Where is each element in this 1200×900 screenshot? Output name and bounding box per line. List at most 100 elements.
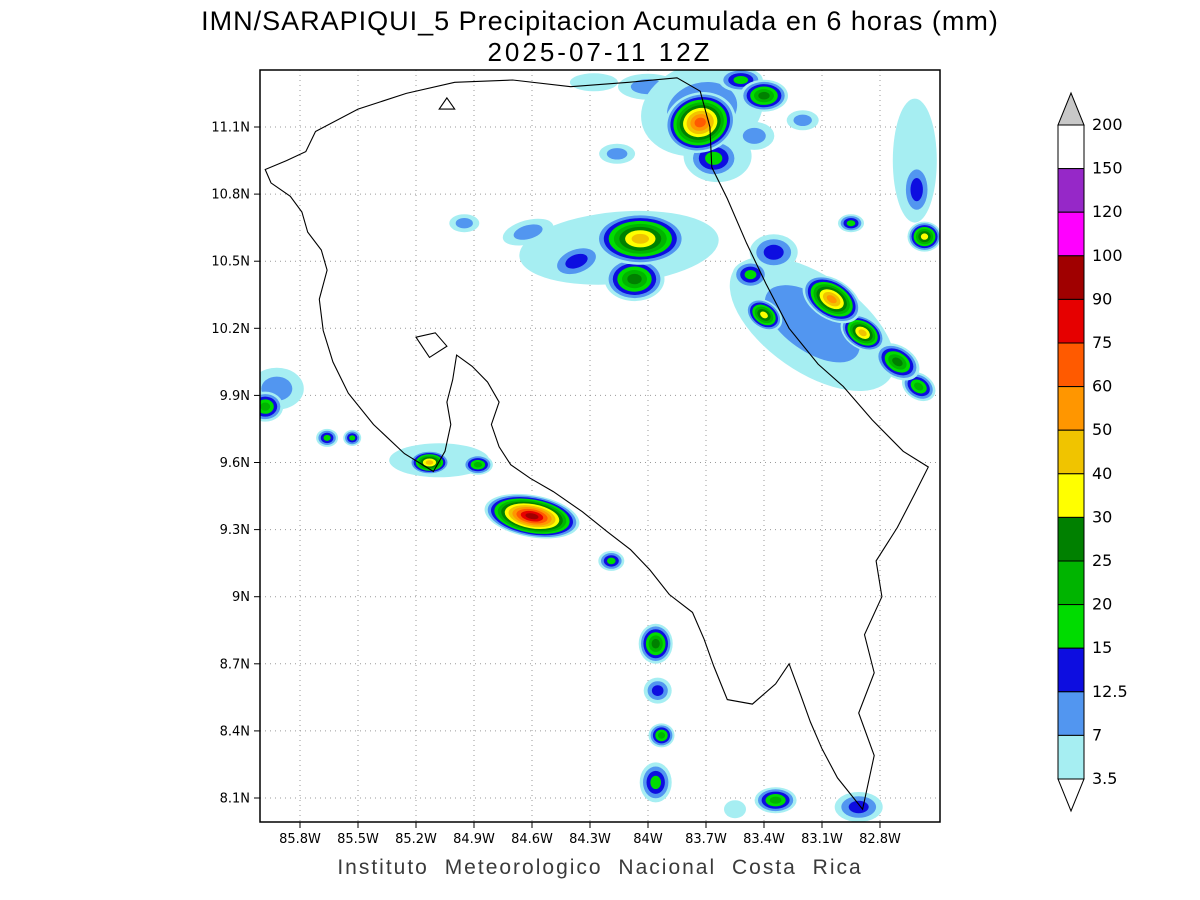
x-axis-label: 84.6W: [511, 832, 553, 847]
legend-label: 75: [1092, 333, 1112, 352]
legend-label: 40: [1092, 464, 1112, 483]
precip-contour: [651, 638, 660, 649]
scale-segment: [1057, 647, 1085, 693]
x-axis-label: 83.1W: [801, 832, 843, 847]
precip-contour: [892, 357, 903, 367]
legend-label: 25: [1092, 551, 1112, 570]
precip-contour: [763, 244, 784, 260]
precip-contour: [657, 732, 666, 739]
scale-segment: [1057, 429, 1085, 475]
precip-contour: [769, 796, 782, 804]
precip-contour: [425, 460, 434, 465]
precip-contour: [910, 178, 923, 202]
x-axis-label: 85.2W: [395, 832, 437, 847]
legend-label: 60: [1092, 377, 1112, 396]
precip-contour: [651, 685, 664, 696]
credit-text: Instituto Meteorologico Nacional Costa R…: [337, 856, 863, 879]
y-axis-label: 9.9N: [220, 389, 250, 404]
x-axis-label: 85.5W: [337, 832, 379, 847]
x-axis-label: 83.4W: [743, 832, 785, 847]
chart-title: IMN/SARAPIQUI_5 Precipitacion Acumulada …: [201, 6, 999, 36]
scale-segment: [1057, 516, 1085, 562]
scale-arrow-bottom: [1057, 778, 1085, 813]
coastline: [264, 77, 930, 811]
scale-segment: [1057, 386, 1085, 431]
precip-contour: [858, 329, 867, 337]
y-axis-label: 10.5N: [211, 255, 250, 270]
x-axis-label: 82.8W: [859, 832, 901, 847]
color-scale: 3.5 7 12.5 15 20 25 30 40 50 60 75 90 100 120 150 200: [1057, 91, 1128, 813]
precip-contour: [650, 775, 661, 790]
scale-segment: [1057, 560, 1085, 606]
legend-label: 200: [1092, 115, 1123, 134]
precip-contour: [758, 91, 770, 100]
x-axis-label: 84.3W: [569, 832, 611, 847]
precip-contour: [742, 127, 766, 144]
precip-contour: [733, 76, 749, 84]
scale-segment: [1057, 734, 1085, 780]
chart-subtitle: 2025-07-11 12Z: [487, 37, 713, 67]
precip-contour: [920, 233, 929, 240]
precip-contour: [627, 273, 642, 285]
x-axis-label: 85.8W: [279, 832, 321, 847]
grid-lines: [260, 70, 940, 822]
precip-contour: [914, 382, 924, 391]
legend-label: 7: [1092, 725, 1102, 744]
precip-contour: [744, 270, 757, 280]
coastline-costa-rica-mainland: [264, 77, 930, 811]
scale-segment: [1057, 298, 1085, 344]
precip-contour: [694, 117, 706, 128]
scale-segment: [1057, 473, 1085, 518]
precip-contour: [513, 224, 543, 240]
precip-contour: [260, 402, 271, 411]
x-axis-label: 84.9W: [453, 832, 495, 847]
y-axis-label: 8.7N: [220, 657, 250, 672]
precip-contour: [607, 557, 616, 565]
coastline-chira-island: [415, 332, 448, 359]
precip-contour: [705, 151, 723, 165]
precip-contour: [764, 285, 860, 363]
legend-label: 120: [1092, 202, 1123, 221]
scale-segment: [1057, 255, 1085, 300]
scale-segment: [1057, 124, 1085, 170]
legend-label: 3.5: [1092, 769, 1117, 788]
scale-segment: [1057, 691, 1085, 736]
y-axis-label: 10.2N: [211, 322, 250, 337]
legend-label: 90: [1092, 289, 1112, 308]
precip-contour: [525, 513, 539, 520]
y-axis-label: 9N: [232, 590, 250, 605]
y-axis-label: 9.6N: [220, 456, 250, 471]
scale-arrow-top: [1057, 91, 1085, 126]
x-axis-label: 84W: [633, 832, 663, 847]
precip-contour: [349, 435, 356, 441]
legend-label: 50: [1092, 420, 1112, 439]
precip-contour: [455, 218, 473, 229]
precip-contour: [473, 461, 482, 468]
legend-label: 15: [1092, 638, 1112, 657]
plot-frame: [259, 69, 941, 823]
y-axis-label: 11.1N: [211, 121, 250, 136]
precip-contour: [826, 295, 837, 304]
legend-label: 100: [1092, 246, 1123, 265]
precip-contour: [724, 800, 746, 819]
precip-contour: [760, 311, 768, 319]
legend-label: 12.5: [1092, 682, 1128, 701]
x-axis-label: 83.7W: [685, 832, 727, 847]
scale-segment: [1057, 211, 1085, 257]
scale-segment: [1057, 342, 1085, 388]
legend-label: 30: [1092, 507, 1112, 526]
precip-contour: [848, 800, 869, 814]
y-axis-label: 8.4N: [220, 724, 250, 739]
scale-segment: [1057, 168, 1085, 213]
y-axis-label: 8.1N: [220, 792, 250, 807]
coastline-lake-island: [438, 96, 456, 110]
precip-contour: [793, 114, 812, 127]
precip-contour: [846, 220, 856, 227]
legend-label: 150: [1092, 159, 1123, 178]
precip-contour: [569, 73, 618, 92]
precip-contour: [606, 148, 628, 160]
precip-contour: [323, 434, 331, 441]
precipitation-cells: [260, 70, 940, 822]
precip-contour: [565, 253, 588, 269]
